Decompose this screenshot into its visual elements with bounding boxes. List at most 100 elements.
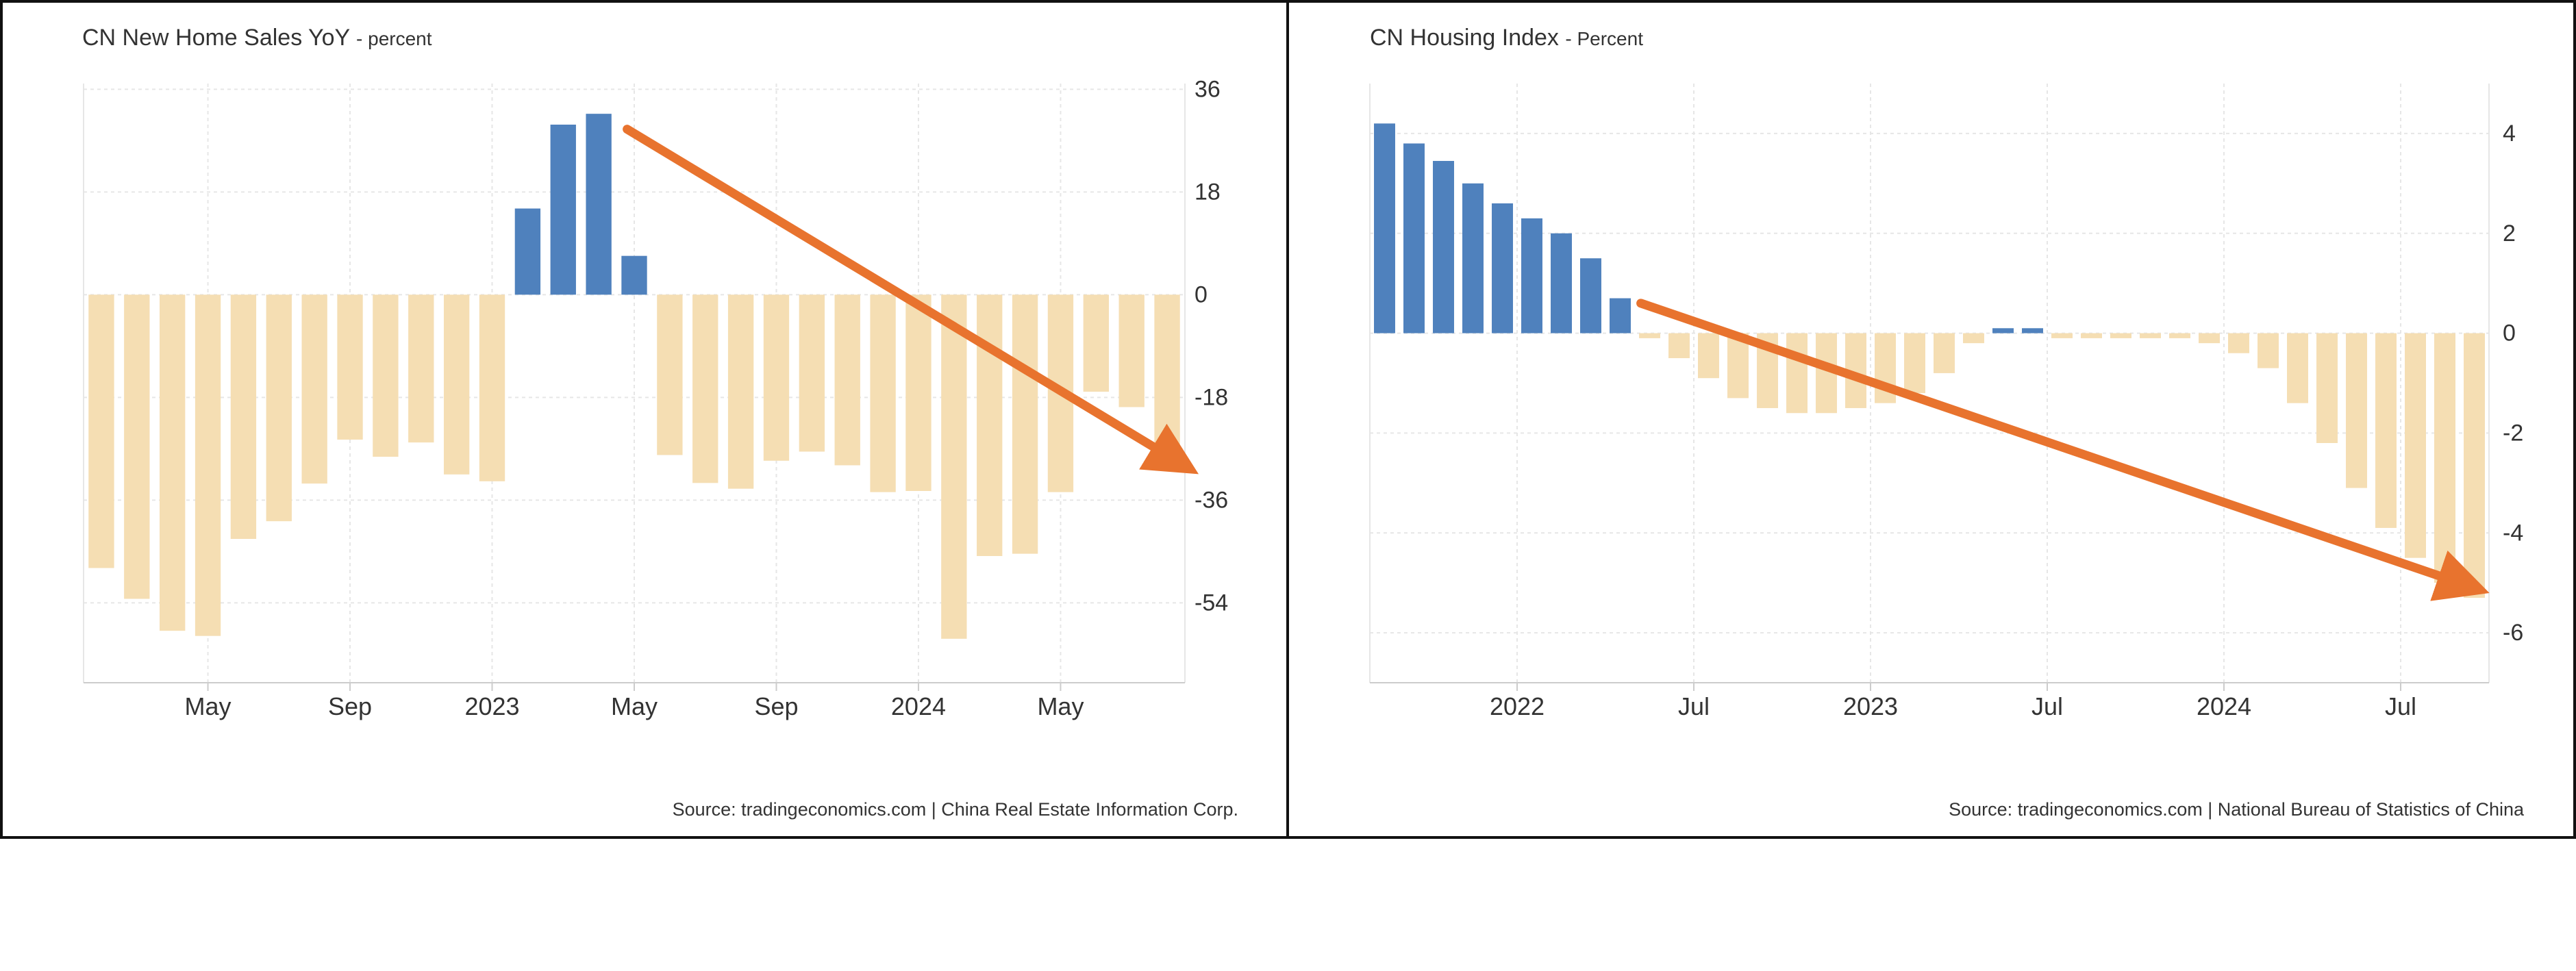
y-tick-label: -18	[1195, 384, 1228, 410]
bar	[2464, 333, 2485, 598]
chart-unit: - Percent	[1565, 28, 1643, 49]
bar	[1551, 233, 1572, 333]
chart-title: CN Housing Index - Percent	[1370, 25, 1643, 51]
bar	[2110, 333, 2131, 338]
bar	[1012, 294, 1038, 554]
bar	[870, 294, 896, 492]
x-tick-label: May	[1037, 692, 1084, 720]
bar	[621, 255, 647, 295]
bar	[692, 294, 718, 483]
bar	[2140, 333, 2161, 338]
bar	[2199, 333, 2220, 344]
y-tick-label: -54	[1195, 590, 1228, 616]
bar	[195, 294, 221, 636]
x-tick-label: Jul	[2031, 692, 2063, 720]
bar	[1521, 218, 1542, 333]
bar	[727, 294, 754, 489]
chart-title: CN New Home Sales YoY - percent	[82, 25, 432, 51]
bar	[1433, 161, 1454, 333]
bar	[266, 294, 292, 522]
y-tick-label: -2	[2503, 420, 2523, 446]
y-tick-label: 0	[2503, 320, 2516, 346]
bar	[514, 208, 541, 295]
bar	[763, 294, 790, 461]
bar	[586, 114, 612, 295]
y-tick-label: -36	[1195, 487, 1228, 513]
x-tick-label: Jul	[2385, 692, 2416, 720]
bar	[2228, 333, 2249, 353]
chart-panel-housing-index: CN Housing Index - Percent 4 2 0 -2 -4 -6 2022…	[1286, 0, 2576, 839]
bar	[160, 294, 186, 631]
bar	[1934, 333, 1955, 373]
bar	[2405, 333, 2426, 558]
x-tick-label: Jul	[1678, 692, 1710, 720]
y-tick-label: -4	[2503, 520, 2523, 546]
bar	[479, 294, 505, 481]
bar	[408, 294, 434, 443]
x-tick-label: May	[185, 692, 232, 720]
bar	[443, 294, 470, 475]
y-tick-label: 36	[1195, 76, 1221, 102]
y-tick-label: -6	[2503, 620, 2523, 646]
bar	[373, 294, 399, 457]
bar	[2258, 333, 2279, 368]
y-tick-label: 0	[1195, 281, 1208, 307]
bar	[1492, 203, 1513, 333]
bar	[941, 294, 967, 639]
bar	[1698, 333, 1719, 379]
bar-chart-new-home-sales: 36 18 0 -18 -36 -54 May Sep 2023 May Sep 2024 May	[83, 76, 1228, 720]
bar	[1963, 333, 1984, 344]
x-tick-label: 2022	[1490, 692, 1545, 720]
bar	[1727, 333, 1749, 399]
y-tick-label: 18	[1195, 179, 1221, 205]
y-tick-label: 4	[2503, 121, 2516, 147]
bar	[1668, 333, 1690, 359]
bar	[2022, 328, 2043, 333]
x-tick-label: Sep	[328, 692, 372, 720]
bar	[124, 294, 150, 599]
bar	[2375, 333, 2397, 528]
bar	[337, 294, 363, 440]
bar	[1462, 183, 1484, 333]
bar	[1610, 298, 1631, 333]
bar	[905, 294, 931, 491]
bar	[1403, 143, 1425, 333]
bar	[1118, 294, 1145, 407]
x-tick-label: 2023	[1843, 692, 1898, 720]
bar	[657, 294, 683, 455]
trend-arrow	[1636, 299, 2490, 601]
chart-source: Source: tradingeconomics.com | National …	[1949, 799, 2524, 820]
x-tick-label: May	[611, 692, 658, 720]
bar	[1154, 294, 1180, 466]
bar	[1374, 123, 1395, 333]
bar	[88, 294, 114, 568]
bar	[2081, 333, 2102, 338]
bar	[1083, 294, 1109, 392]
x-tick-label: 2024	[891, 692, 946, 720]
bar	[2346, 333, 2367, 488]
bar	[2434, 333, 2455, 583]
bar	[1580, 258, 1601, 333]
bar	[1786, 333, 1808, 414]
x-tick-label: 2023	[464, 692, 519, 720]
bar	[834, 294, 860, 466]
bar	[2316, 333, 2338, 443]
bar	[799, 294, 825, 452]
bar	[2051, 333, 2073, 338]
chart-source: Source: tradingeconomics.com | China Rea…	[672, 799, 1238, 820]
bar	[550, 125, 576, 295]
bar	[1904, 333, 1925, 394]
x-tick-label: 2024	[2197, 692, 2251, 720]
bar	[1639, 333, 1660, 338]
trend-arrow	[623, 125, 1199, 475]
bar	[1992, 328, 2014, 333]
bar-chart-housing-index: 4 2 0 -2 -4 -6 2022 Jul 2023 Jul 2024 Jul	[1369, 84, 2523, 720]
bar	[230, 294, 257, 539]
x-tick-label: Sep	[754, 692, 798, 720]
chart-panel-new-home-sales: CN New Home Sales YoY - percent 36 18 0 -18…	[0, 0, 1289, 839]
bar	[2169, 333, 2190, 338]
y-tick-label: 2	[2503, 220, 2516, 247]
bar	[301, 294, 327, 484]
chart-unit: - percent	[356, 28, 432, 49]
bar	[2287, 333, 2308, 403]
